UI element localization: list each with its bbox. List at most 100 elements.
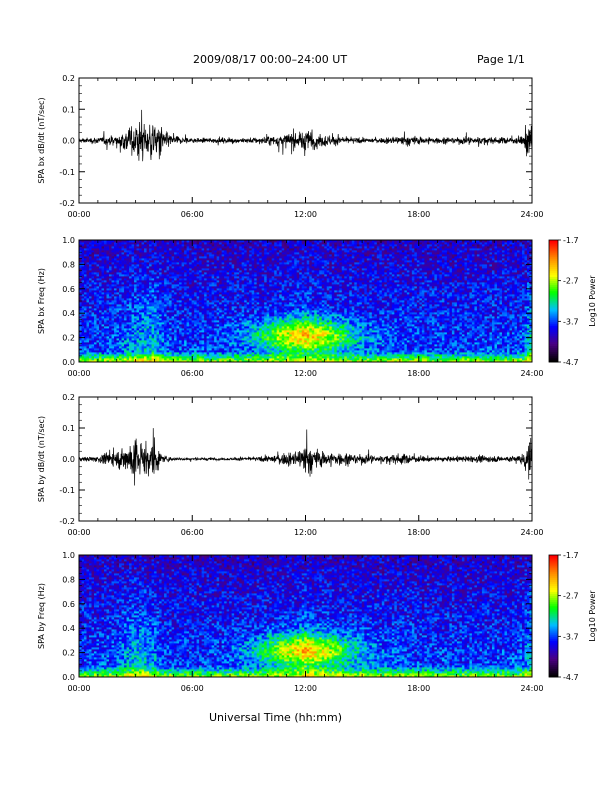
heatmap-cell [139,244,142,247]
heatmap-cell [149,272,152,275]
heatmap-cell [186,358,190,361]
heatmap-cell [89,274,92,277]
heatmap-cell [99,308,102,311]
heatmap-cell [199,352,203,355]
heatmap-cell [179,266,183,269]
heatmap-cell [94,260,97,263]
heatmap-cell [129,348,132,351]
heatmap-cell [99,350,102,353]
heatmap-cell [266,260,270,263]
heatmap-cell [206,304,210,307]
heatmap-cell [194,298,198,301]
heatmap-cell [166,274,170,277]
heatmap-cell [199,246,203,249]
heatmap-cell [129,320,132,323]
heatmap-cell [111,330,115,333]
heatmap-cell [234,300,238,303]
heatmap-cell [261,320,265,323]
heatmap-cell [244,268,248,271]
heatmap-cell [249,300,253,303]
heatmap-cell [144,334,147,337]
heatmap-cell [206,246,210,249]
heatmap-cell [189,352,193,355]
heatmap-cell [156,318,160,321]
heatmap-cell [211,286,215,289]
heatmap-cell [199,298,203,301]
heatmap-cell [104,298,107,301]
heatmap-cell [214,246,218,249]
heatmap-cell [174,280,177,283]
heatmap-cell [99,276,102,279]
heatmap-cell [104,264,107,267]
heatmap-cell [251,342,255,345]
heatmap-cell [201,302,205,305]
heatmap-cell [164,240,167,243]
heatmap-cell [246,300,250,303]
heatmap-cell [231,266,235,269]
heatmap-cell [216,272,220,275]
heatmap-cell [211,332,215,335]
heatmap-cell [184,352,188,355]
heatmap-cell [181,308,185,311]
heatmap-cell [186,318,190,321]
heatmap-cell [191,276,195,279]
heatmap-cell [241,322,245,325]
heatmap-cell [111,296,115,299]
heatmap-cell [214,240,218,243]
heatmap-cell [231,274,235,277]
heatmap-cell [144,338,147,341]
heatmap-cell [241,286,245,289]
heatmap-cell [191,272,195,275]
heatmap-cell [161,310,165,313]
heatmap-cell [209,332,213,335]
heatmap-cell [116,278,120,281]
heatmap-cell [111,260,115,263]
heatmap-cell [236,348,240,351]
heatmap-cell [169,350,172,353]
heatmap-cell [106,340,110,343]
heatmap-cell [79,334,82,337]
heatmap-cell [229,246,233,249]
heatmap-cell [231,288,235,291]
heatmap-cell [131,336,135,339]
heatmap-cell [221,262,225,265]
heatmap-cell [171,244,175,247]
heatmap-cell [94,308,97,311]
heatmap-cell [109,330,112,333]
heatmap-cell [241,290,245,293]
heatmap-cell [144,308,147,311]
heatmap-cell [101,358,105,361]
heatmap-cell [129,312,132,315]
heatmap-cell [99,272,102,275]
heatmap-cell [144,262,147,265]
heatmap-cell [96,354,100,357]
heatmap-cell [201,254,205,257]
heatmap-cell [239,252,243,255]
heatmap-cell [264,246,268,249]
heatmap-cell [221,296,225,299]
heatmap-cell [241,264,245,267]
x-tick-label: 06:00 [181,210,204,219]
heatmap-cell [116,268,120,271]
heatmap-cell [99,268,102,271]
heatmap-cell [99,344,102,347]
heatmap-cell [174,304,177,307]
heatmap-cell [271,322,275,325]
heatmap-cell [206,336,210,339]
heatmap-cell [226,360,230,363]
heatmap-cell [101,254,105,257]
heatmap-cell [266,360,270,363]
heatmap-cell [84,312,87,315]
heatmap-cell [201,288,205,291]
heatmap-cell [209,278,213,281]
heatmap-cell [211,358,215,361]
heatmap-cell [266,282,270,285]
heatmap-cell [191,332,195,335]
heatmap-cell [94,268,97,271]
heatmap-cell [126,246,130,249]
heatmap-cell [129,344,132,347]
heatmap-cell [89,318,92,321]
heatmap-cell [254,244,258,247]
heatmap-cell [176,336,180,339]
heatmap-cell [139,278,142,281]
